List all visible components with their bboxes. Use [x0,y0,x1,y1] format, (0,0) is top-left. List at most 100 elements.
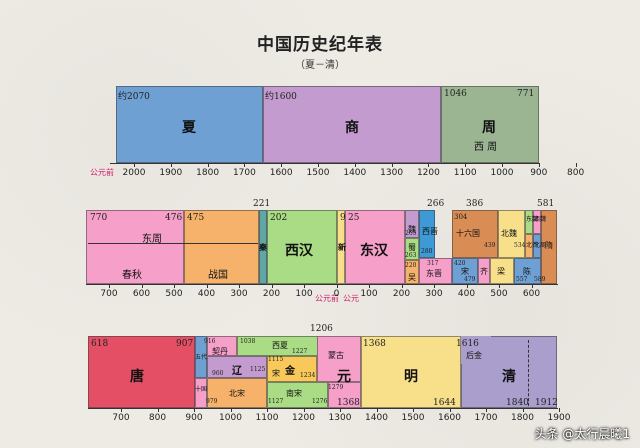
song-s-block [452,258,478,284]
houjin-block [461,336,491,364]
row1-tick-1 [170,163,172,167]
donghan-label: 东汉 [360,243,388,259]
row3-tick-6 [340,408,341,412]
bzhou-label: 北周 [534,242,547,249]
page-subtitle: （夏－清） [295,60,345,71]
xia-label: 夏 [182,120,196,136]
bqi-block [525,234,533,258]
row3-tick-label-4: 1100 [255,413,279,423]
nansong-label: 南宋 [286,389,302,398]
dongwei-label: 东魏 [526,216,539,223]
dongzhou-arrow [88,243,258,244]
row2-tick-label-9: 200 [392,289,411,299]
row2-tick-label-6: 100 [295,289,313,299]
l770: 770 [90,213,108,223]
row2-tick-0 [109,284,110,288]
row2-tick-10 [434,284,435,288]
row1-axis [110,163,540,164]
row3-tick-12 [559,408,560,412]
row1-tick-label-3: 1700 [232,168,256,178]
row2-tick-4 [239,284,240,288]
row1-tick-2 [207,163,209,167]
l439: 439 [484,242,496,249]
l1234: 1234 [300,372,316,379]
shiguo-label: 十国 [195,386,208,393]
wu-label: 吴 [408,273,416,282]
l907: 907 [176,339,194,349]
row3-tick-label-11: 1800 [511,413,534,423]
row3-tick-label-2: 900 [185,413,203,423]
bqi-label: 北齐 [526,242,539,249]
xizhou-label: 西 周 [474,142,498,153]
dongjin-block [419,258,452,284]
row1-tick-label-0: 2000 [122,168,146,178]
row3-tick-label-0: 700 [112,413,130,423]
l534: 534 [514,242,526,249]
qidan-block [207,336,237,356]
era-marker-bc-row2: 公元前 [315,294,339,303]
row1-tick-5 [318,163,319,167]
zhou-start-label: 1046 [444,89,467,99]
beiwei-label: 北魏 [501,229,517,238]
row2-tick-label-8: 100 [360,289,378,299]
row2-tick-label-1: 600 [132,289,151,299]
row3-tick-label-8: 1500 [401,413,425,423]
donghan-block [345,210,405,284]
l280: 280 [421,248,433,255]
jin-block [267,356,317,382]
l9: 9 [340,213,346,223]
row1-tick-label-9: 1100 [453,168,477,178]
row1-tick-3 [244,163,246,167]
xixia-label: 西夏 [272,341,288,350]
l420: 420 [454,260,466,267]
menggu-label: 蒙古 [328,351,344,360]
era-marker-bc-row1: 公元前 [90,168,114,177]
jin-label: 金 [285,366,295,377]
row3-tick-label-9: 1600 [438,413,461,423]
era-marker-ad-row2: 公元 [343,294,359,303]
yuan-label: 元 [337,369,351,385]
qing-divider [528,340,529,406]
xijin-block [419,210,435,258]
row1-tick-label-4: 1600 [269,168,293,178]
row1-tick-label-8: 1200 [416,168,440,178]
l1840: 1840 [506,398,529,408]
beiwei-block [498,210,525,258]
dongzhou-label: 东周 [142,234,162,245]
row3-tick-label-6: 1300 [328,413,352,423]
l1644: 1644 [433,398,456,408]
row3-tick-11 [522,408,524,412]
wu-block [405,260,419,284]
wudai-label: 五代 [195,354,208,361]
l1125: 1125 [250,366,266,373]
row2-tick-7 [336,284,338,288]
row1-tick-9 [465,163,467,167]
row2-tick-label-3: 400 [197,289,216,299]
shiliuguo-block [452,210,498,258]
xia-block [116,86,263,163]
row3-tick-10 [486,408,487,412]
row1-tick-12 [575,163,577,167]
row3-tick-7 [376,408,378,412]
song-s-label: 宋 [461,267,469,276]
liao-block [207,356,267,378]
liang-s-label: 梁 [497,267,505,276]
qidan-label: 契丹 [212,347,228,356]
dongwei-block [525,210,533,234]
l386: 386 [466,199,484,209]
row2-tick-label-12: 500 [490,289,508,299]
chen-s-block [514,258,541,284]
qin-label: 秦 [259,243,267,252]
row3-tick-label-5: 1200 [292,413,315,423]
dongzhou-block [86,210,184,284]
row2-tick-label-7: 0 [333,289,340,299]
xin-label: 新 [338,243,346,252]
page-title: 中国历史纪年表 [257,35,383,55]
row2-tick-13 [531,284,533,288]
xiwei-label: 西魏 [534,216,547,223]
l1279: 1279 [328,384,344,391]
row2-tick-5 [271,284,273,288]
l1206: 1206 [310,324,333,334]
shiguo-block [195,378,207,408]
l1912: 1912 [535,398,558,408]
